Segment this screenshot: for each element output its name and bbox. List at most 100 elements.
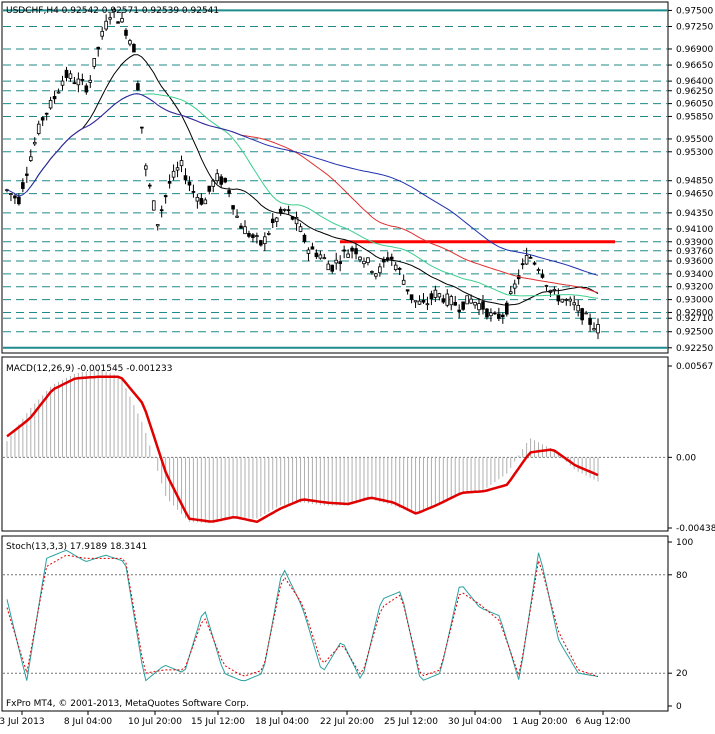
time-tick-label: 10 Jul 20:00: [128, 717, 182, 727]
candle-body: [544, 285, 549, 287]
candle-body: [187, 181, 192, 186]
price-panel: 0.97500 0.97250 0.96900 0.96650 0.964000.962…: [3, 6, 713, 354]
candle-body: [469, 298, 473, 304]
candle-body: [25, 173, 29, 176]
candle-body: [532, 262, 537, 265]
macd-header: MACD(12,26,9) -0.001545 -0.001233: [6, 364, 172, 374]
candle-body: [497, 313, 501, 319]
time-axis: 3 Jul 2013 8 Jul 04:00 10 Jul 20:00 15 Jul …: [0, 711, 631, 727]
candle-body: [564, 299, 569, 301]
candle-body: [358, 256, 362, 261]
symbol-header: USDCHF,H4 0.92542 0.92571 0.92539 0.9254…: [6, 6, 219, 16]
candle-body: [195, 196, 200, 202]
candle-body: [175, 167, 180, 171]
time-tick-label: 6 Aug 12:00: [576, 717, 631, 727]
price-tick-label: 0.96650: [676, 61, 713, 71]
candle-body: [203, 199, 208, 205]
candle-body: [425, 303, 430, 306]
candle-body: [520, 263, 525, 266]
candle-body: [374, 273, 378, 277]
price-panel-frame: [1, 1, 669, 354]
candle-body: [60, 80, 65, 86]
stoch-tick-label: 80: [676, 571, 688, 581]
price-tick-label: 0.92500: [676, 328, 713, 338]
candle-body: [362, 260, 366, 265]
candle-body: [144, 165, 148, 170]
candle-body: [274, 217, 279, 222]
candle-body: [21, 182, 25, 189]
ma-mid-line: [105, 93, 599, 299]
candle-body: [501, 314, 505, 318]
stoch-panel-frame: [1, 535, 669, 712]
candle-body: [298, 226, 303, 232]
stoch-tick-label: 100: [676, 538, 693, 548]
candle-body: [286, 209, 291, 212]
candle-body: [536, 269, 541, 271]
candle-body: [56, 91, 61, 94]
candle-body: [508, 291, 513, 294]
price-tick-label: 0.96400: [676, 77, 713, 87]
price-tick-label: 0.93600: [676, 257, 713, 267]
price-tick-label: 0.95300: [676, 148, 713, 158]
price-tick-label: 0.92250: [676, 344, 713, 354]
candle-body: [540, 274, 545, 278]
candle-body: [32, 141, 37, 145]
candle-body: [9, 193, 13, 195]
candle-body: [128, 40, 132, 45]
price-tick-label: 0.95850: [676, 112, 713, 122]
candle-body: [13, 195, 17, 199]
candle-body: [512, 283, 517, 289]
candle-body: [556, 294, 561, 302]
price-tick-label: 0.94650: [676, 190, 713, 200]
price-tick-label: 0.93760: [676, 247, 713, 257]
price-tick-label: 0.94850: [676, 177, 713, 187]
candle-body: [207, 185, 212, 192]
ma-slow-blue-line: [6, 93, 599, 276]
candle-body: [223, 177, 227, 183]
candle-body: [596, 324, 600, 334]
candle-body: [167, 181, 172, 184]
candle-body: [199, 198, 204, 205]
candle-body: [445, 293, 450, 306]
stoch-signal-line: [6, 554, 599, 677]
candle-body: [36, 123, 41, 134]
candle-body: [477, 303, 481, 311]
stoch-header: Stoch(13,3,3) 17.9189 18.3141: [6, 542, 147, 552]
candle-body: [40, 117, 45, 121]
candle-body: [560, 298, 565, 303]
macd-signal-line: [6, 375, 599, 524]
candle-body: [263, 236, 267, 245]
candle-body: [473, 301, 477, 306]
candle-body: [239, 225, 243, 229]
candle-body: [219, 176, 223, 185]
candle-body: [330, 264, 335, 272]
price-tick-label: 0.93200: [676, 283, 713, 293]
price-tick-label: 0.96250: [676, 87, 713, 97]
candle-body: [294, 217, 299, 225]
macd-panel: 0.00567 0.00 -0.004385: [3, 362, 715, 534]
candle-body: [504, 302, 509, 315]
candle-body: [282, 208, 287, 211]
price-tick-label: 0.97500: [676, 6, 713, 16]
candle-body: [342, 249, 346, 252]
candle-body: [417, 300, 422, 305]
candle-body: [255, 235, 259, 237]
time-tick-label: 30 Jul 04:00: [448, 717, 502, 727]
price-tick-label: 0.94100: [676, 225, 713, 235]
candle-body: [413, 300, 418, 303]
candle-body: [243, 226, 247, 235]
candle-body: [124, 29, 128, 36]
candle-body: [568, 298, 573, 302]
candle-body: [302, 234, 307, 242]
candle-body: [159, 209, 164, 212]
candle-body: [96, 46, 101, 50]
candle-body: [251, 234, 255, 238]
candle-body: [437, 293, 442, 298]
candle-body: [528, 256, 533, 259]
candle-body: [485, 308, 489, 318]
candle-body: [88, 79, 93, 83]
candle-body: [64, 69, 69, 78]
